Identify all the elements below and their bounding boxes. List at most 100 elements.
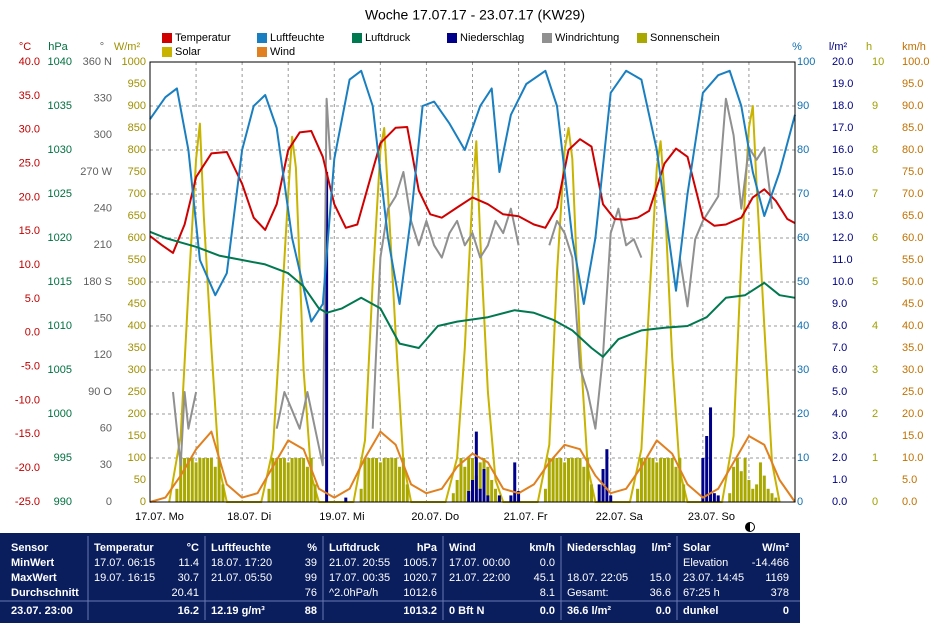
y-tick-label: 40.0 bbox=[902, 320, 923, 332]
y-tick-label: -20.0 bbox=[15, 462, 40, 474]
y-tick-label: 850 bbox=[128, 122, 146, 134]
table-header: Niederschlag bbox=[567, 542, 636, 554]
y-tick-label: 8.0 bbox=[832, 320, 847, 332]
y-tick-label: 0 bbox=[140, 496, 146, 508]
bar bbox=[213, 466, 217, 502]
bar bbox=[390, 458, 394, 502]
bar bbox=[682, 484, 686, 502]
y-tick-label: 1040 bbox=[48, 56, 72, 68]
table-cell: Gesamt: bbox=[567, 587, 609, 599]
series-line bbox=[149, 126, 796, 254]
y-tick-label: 20.0 bbox=[902, 408, 923, 420]
table-value: 20.41 bbox=[171, 587, 199, 599]
y-tick-label: 9 bbox=[872, 100, 878, 112]
bar bbox=[647, 458, 651, 502]
bar bbox=[574, 458, 578, 502]
legend-swatch bbox=[542, 33, 552, 43]
table-header: Temperatur bbox=[94, 542, 154, 554]
legend-swatch bbox=[257, 47, 267, 57]
table-unit: hPa bbox=[417, 542, 438, 554]
y-tick-label: 5.0 bbox=[902, 474, 917, 486]
x-tick-label: 17.07. Mo bbox=[135, 511, 184, 523]
axes: 17.07. Mo 18.07. Di 19.07. Mi 20.07. Do 21.0… bbox=[15, 41, 930, 523]
y-tick-label: 35.0 bbox=[19, 90, 40, 102]
bar bbox=[543, 488, 547, 502]
y-tick-label: 400 bbox=[128, 320, 146, 332]
y-tick-label: 0 bbox=[106, 496, 112, 508]
y-tick-label: 70 bbox=[797, 188, 809, 200]
bar bbox=[655, 462, 659, 502]
y-tick-label: 30 bbox=[797, 364, 809, 376]
bar bbox=[563, 462, 567, 502]
bar bbox=[271, 458, 275, 502]
legend-label: Luftdruck bbox=[365, 32, 411, 44]
table-cell: 17.07. 06:15 bbox=[94, 557, 155, 569]
y-tick-label: 35.0 bbox=[902, 342, 923, 354]
bar bbox=[666, 458, 670, 502]
y-tick-label: 55.0 bbox=[902, 254, 923, 266]
y-tick-label: 210 bbox=[94, 239, 112, 251]
table-value: 378 bbox=[771, 587, 789, 599]
bar bbox=[494, 488, 498, 502]
bar bbox=[202, 458, 206, 502]
y-tick-label: 100 bbox=[128, 452, 146, 464]
bar bbox=[363, 458, 367, 502]
y-tick-label: 1025 bbox=[48, 188, 72, 200]
table-header: Solar bbox=[683, 542, 711, 554]
table-cell: 19.07. 16:15 bbox=[94, 572, 155, 584]
y-tick-label: 270 W bbox=[80, 166, 112, 178]
y-tick-label: 2 bbox=[872, 408, 878, 420]
y-tick-label: 500 bbox=[128, 276, 146, 288]
y-tick-label: 7.0 bbox=[832, 342, 847, 354]
y-tick-label: 350 bbox=[128, 342, 146, 354]
table-value: 0.0 bbox=[540, 605, 555, 617]
bar bbox=[190, 458, 194, 502]
y-tick-label: 330 bbox=[94, 93, 112, 105]
y-tick-label: 65.0 bbox=[902, 210, 923, 222]
bar bbox=[570, 458, 574, 502]
y-tick-label: 25.0 bbox=[902, 386, 923, 398]
series-line bbox=[172, 97, 773, 467]
table-value: 99 bbox=[305, 572, 317, 584]
table-cell: Durchschnitt bbox=[11, 587, 79, 599]
table-value: 30.7 bbox=[178, 572, 199, 584]
y-tick-label: 3.0 bbox=[832, 430, 847, 442]
y-tick-label: 90 O bbox=[88, 386, 112, 398]
x-tick-label: 18.07. Di bbox=[227, 511, 271, 523]
y-tick-label: 1035 bbox=[48, 100, 72, 112]
legend-swatch bbox=[447, 33, 457, 43]
series-line bbox=[168, 105, 781, 503]
bar bbox=[198, 458, 202, 502]
table-unit: km/h bbox=[529, 542, 555, 554]
y-tick-label: 1030 bbox=[48, 144, 72, 156]
x-tick-label: 19.07. Mi bbox=[319, 511, 364, 523]
axis-unit: hPa bbox=[48, 41, 68, 53]
bar bbox=[486, 466, 490, 502]
y-tick-label: 50 bbox=[797, 276, 809, 288]
bar bbox=[509, 495, 513, 502]
bar bbox=[582, 466, 586, 502]
y-tick-label: 5.0 bbox=[25, 293, 40, 305]
bar bbox=[728, 493, 732, 502]
y-tick-label: 30.0 bbox=[19, 124, 40, 136]
marks bbox=[149, 69, 796, 503]
y-tick-label: 5.0 bbox=[832, 386, 847, 398]
table-value: 88 bbox=[305, 605, 317, 617]
bar bbox=[371, 458, 375, 502]
y-tick-label: 120 bbox=[94, 349, 112, 361]
y-tick-label: 750 bbox=[128, 166, 146, 178]
bar bbox=[555, 458, 559, 502]
x-tick-label: 22.07. Sa bbox=[596, 511, 644, 523]
bar bbox=[382, 458, 386, 502]
y-tick-label: 30 bbox=[100, 459, 112, 471]
plot-frame bbox=[149, 61, 796, 503]
table-unit: W/m² bbox=[762, 542, 789, 554]
y-tick-label: 1015 bbox=[48, 276, 72, 288]
y-tick-label: 990 bbox=[54, 496, 72, 508]
y-tick-label: 450 bbox=[128, 298, 146, 310]
bar bbox=[590, 484, 594, 502]
bar bbox=[179, 458, 183, 502]
table-value: -14.466 bbox=[752, 557, 789, 569]
bar bbox=[643, 458, 647, 502]
legend-swatch bbox=[162, 33, 172, 43]
